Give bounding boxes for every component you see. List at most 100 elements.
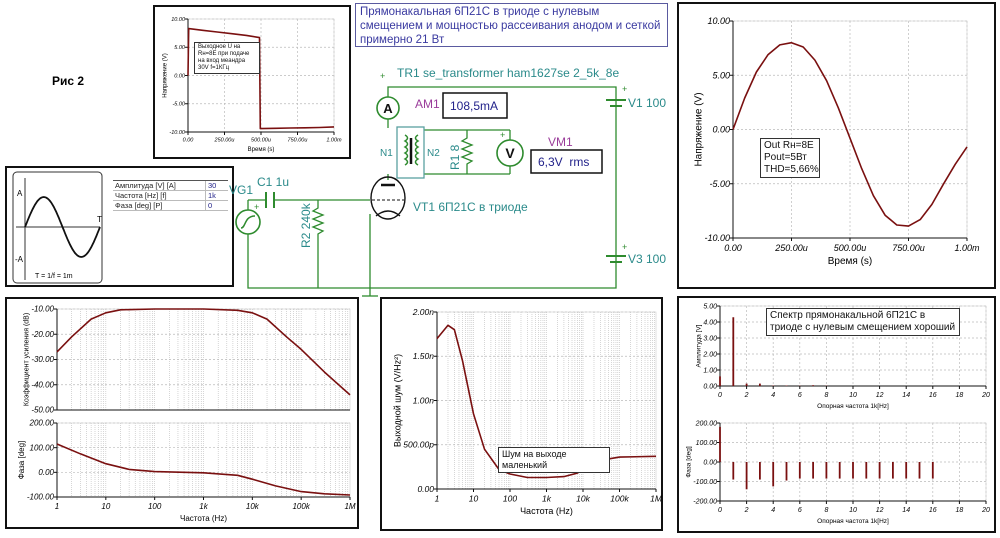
- param-value[interactable]: 30: [205, 180, 228, 191]
- y-tick-label: 1.50n: [413, 351, 435, 361]
- x-axis-label: Частота (Hz): [520, 506, 573, 516]
- x-tick-label: 750.00u: [288, 138, 308, 144]
- x-tick-label: 500.00u: [834, 243, 867, 253]
- y-tick-label: 0.00: [38, 468, 54, 477]
- y-tick-label: -50.00: [31, 406, 54, 415]
- amplitude-neg-label: -A: [15, 255, 24, 264]
- plus-sign: +: [622, 84, 627, 94]
- x-tick-label: 20: [981, 507, 990, 514]
- x-tick-label: 1M: [650, 494, 663, 504]
- supply2-label: V3 100: [628, 252, 666, 266]
- x-tick-label: 12: [876, 507, 884, 514]
- param-name: Фаза [deg] [P]: [113, 200, 206, 211]
- y-tick-label: 1.00: [703, 367, 717, 374]
- generator-icon: [235, 209, 261, 235]
- y-tick-label: -20.00: [31, 330, 54, 339]
- x-tick-label: 14: [902, 507, 910, 514]
- param-row[interactable]: Амплитуда [V] [A] 30: [113, 180, 228, 191]
- param-row[interactable]: Фаза [deg] [P] 0: [113, 200, 228, 211]
- param-name: Амплитуда [V] [A]: [113, 180, 206, 191]
- x-tick-label: 250.00u: [214, 138, 235, 144]
- circuit-title: Прямонакальная 6П21С в триоде с нулевым …: [355, 3, 668, 47]
- x-tick-label: 1k: [199, 502, 208, 511]
- y-tick-label: 2.00n: [412, 307, 435, 317]
- y-tick-label: 3.00: [703, 335, 717, 342]
- voltmeter-label: VM1: [548, 135, 573, 149]
- x-tick-label: 4: [771, 392, 775, 399]
- x-tick-label: 100k: [610, 494, 629, 504]
- y-axis-label: Коэффициент усиления (dB): [23, 313, 30, 406]
- tube-label: VT1 6П21С в триоде: [413, 200, 528, 214]
- x-tick-label: 18: [956, 507, 964, 514]
- x-axis-label: Опорная частота 1k[Hz]: [817, 403, 889, 410]
- bode-panel: [5, 297, 359, 529]
- y-tick-label: 0.00: [703, 459, 717, 466]
- y-tick-label: -10.00: [31, 305, 54, 314]
- x-tick-label: 8: [824, 392, 828, 399]
- capacitor-label: C1 1u: [257, 175, 289, 189]
- param-value[interactable]: 0: [205, 200, 228, 211]
- output-sine-panel: [677, 2, 996, 289]
- y-tick-label: 200.00: [29, 419, 55, 428]
- x-axis-label: Время (s): [828, 256, 873, 267]
- x-axis-label: Время (s): [248, 147, 275, 153]
- y-tick-label: 100.00: [30, 443, 55, 452]
- n2-label: N2: [427, 148, 440, 159]
- annotation-line: Out Rн=8E: [764, 140, 814, 151]
- transformer-icon: [396, 126, 425, 179]
- x-tick-label: 0: [718, 392, 722, 399]
- period-t-label: T: [97, 215, 102, 224]
- square-response-panel: [153, 5, 351, 159]
- y-axis-label: Фаза [deg]: [685, 446, 692, 478]
- x-tick-label: 16: [929, 507, 937, 514]
- plus-sign: +: [254, 202, 259, 212]
- x-tick-label: 100k: [292, 502, 310, 511]
- figure-label: Рис 2: [52, 74, 85, 88]
- y-tick-label: -5.00: [709, 179, 730, 189]
- param-value[interactable]: 1k: [205, 190, 228, 201]
- circuit: [235, 86, 626, 297]
- x-tick-label: 500.00u: [251, 138, 271, 144]
- param-row[interactable]: Частота [Hz] [f] 1k: [113, 190, 228, 201]
- x-tick-label: 1k: [542, 494, 552, 504]
- series-line: [187, 27, 335, 130]
- generator-waveform: A -A T T = 1/f = 1m: [12, 171, 103, 284]
- spectrum-annotation: Спектр прямонакальной 6П21С в триоде с н…: [766, 308, 960, 336]
- spectrum-phase-chart: 200.00 100.00 0.00 -100.00 -200.000 2 4 6 8 10 12 1…: [685, 420, 990, 525]
- x-axis-label: Опорная частота 1k[Hz]: [817, 518, 889, 525]
- annotation-line: THD=5,66%: [764, 164, 819, 175]
- voltmeter-reading: 6,3V rms: [538, 155, 589, 169]
- ammeter-icon: [376, 96, 400, 120]
- x-tick-label: 0: [718, 507, 722, 514]
- y-tick-label: 4.00: [703, 319, 717, 326]
- noise-annotation: Шум на выходе маленький: [498, 447, 610, 473]
- y-tick-label: -100.00: [27, 493, 55, 502]
- x-tick-label: 10: [101, 502, 110, 511]
- y-axis-label: Фаза [deg]: [17, 441, 26, 480]
- x-tick-label: 10: [849, 507, 857, 514]
- y-tick-label: -30.00: [31, 355, 54, 364]
- y-tick-label: -10.00: [704, 233, 730, 243]
- load-label: R1 8: [448, 144, 462, 170]
- y-tick-label: -100.00: [693, 479, 717, 486]
- period-formula: T = 1/f = 1m: [35, 273, 73, 280]
- x-tick-label: 1: [435, 494, 440, 504]
- x-axis-label: Частота (Hz): [180, 514, 227, 523]
- plus-sign: +: [622, 242, 627, 252]
- x-tick-label: 14: [902, 392, 910, 399]
- x-tick-label: 2: [744, 392, 749, 399]
- x-tick-label: 0.00: [724, 243, 742, 253]
- x-tick-label: 4: [771, 507, 775, 514]
- y-tick-label: 100.00: [696, 440, 718, 447]
- y-axis-label: Напряжение (V): [693, 92, 704, 166]
- output-sine-chart: 10.005.000.00-5.00-10.000.00 250.00u 500.0…: [693, 16, 980, 267]
- y-tick-label: -200.00: [693, 498, 717, 505]
- param-name: Частота [Hz] [f]: [113, 190, 206, 201]
- plus-sign: +: [500, 130, 505, 140]
- x-tick-label: 12: [876, 392, 884, 399]
- y-tick-label: -40.00: [31, 380, 54, 389]
- x-tick-label: 16: [929, 392, 937, 399]
- x-tick-label: 1M: [344, 502, 355, 511]
- voltmeter-symbol: V: [505, 145, 515, 161]
